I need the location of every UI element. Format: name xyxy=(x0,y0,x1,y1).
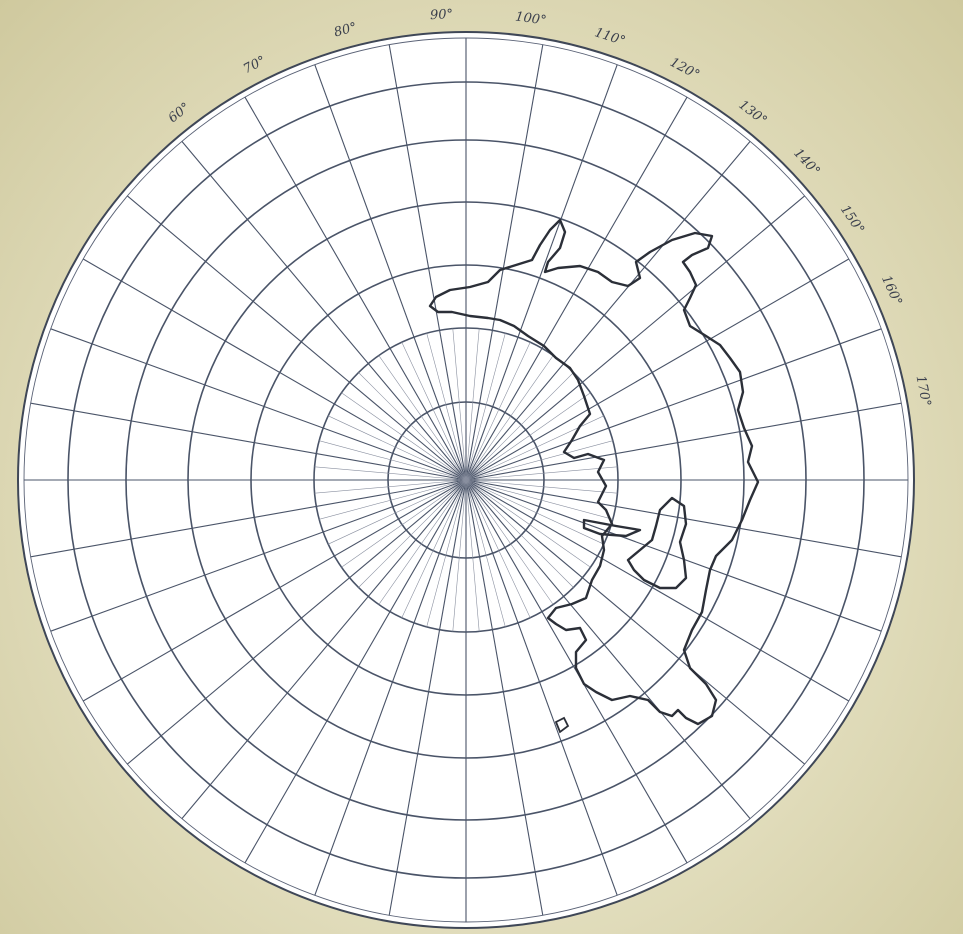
meridian-line xyxy=(181,479,467,819)
minor-meridian-line xyxy=(465,466,618,481)
main-coastline xyxy=(428,218,760,726)
meridian-line xyxy=(127,479,467,765)
meridian-line xyxy=(244,96,467,481)
minor-meridian-line xyxy=(465,479,480,632)
longitude-label: 60° xyxy=(166,100,193,126)
minor-meridian-line xyxy=(378,355,467,481)
minor-meridian-line xyxy=(465,479,554,605)
minor-meridian-line xyxy=(465,328,480,481)
meridian-line xyxy=(465,402,902,481)
meridian-line xyxy=(82,258,467,481)
small-island xyxy=(554,716,570,734)
minor-meridian-line xyxy=(465,355,554,481)
longitude-label: 120° xyxy=(667,55,702,83)
meridian-line xyxy=(465,64,618,481)
meridian-line xyxy=(30,479,467,558)
meridian-line xyxy=(50,328,467,481)
meridian-line xyxy=(465,479,805,765)
longitude-label: 80° xyxy=(332,20,358,40)
minor-meridian-line xyxy=(358,372,467,481)
longitude-label: 170° xyxy=(913,374,934,408)
longitude-label: 150° xyxy=(837,203,867,237)
meridian-line xyxy=(465,479,544,916)
longitude-label: 130° xyxy=(736,98,770,129)
longitude-label: 110° xyxy=(593,25,627,49)
minor-meridian-line xyxy=(401,342,467,481)
minor-meridian-line xyxy=(465,333,506,481)
minor-meridian-line xyxy=(328,479,467,545)
longitude-label: 100° xyxy=(514,9,547,28)
meridian-line xyxy=(465,479,751,819)
minor-meridian-line xyxy=(465,479,618,494)
longitude-label: 90° xyxy=(430,7,454,23)
longitude-label: 70° xyxy=(241,53,268,77)
minor-meridian-line xyxy=(314,479,467,494)
meridian-line xyxy=(50,479,467,632)
meridian-line xyxy=(181,141,467,481)
minor-meridian-line xyxy=(426,333,467,481)
minor-meridian-line xyxy=(465,479,613,520)
meridian-line xyxy=(314,64,467,481)
meridian-line xyxy=(244,479,467,864)
meridian-line xyxy=(465,258,850,481)
longitude-label: 140° xyxy=(790,146,822,179)
coastline xyxy=(428,218,760,734)
meridian-line xyxy=(465,44,544,481)
meridian-line xyxy=(388,479,467,916)
meridian-line xyxy=(465,479,618,896)
peninsula-coastline xyxy=(582,518,642,538)
meridian-line xyxy=(465,479,882,632)
minor-meridian-line xyxy=(465,342,531,481)
meridian-line xyxy=(127,195,467,481)
minor-meridian-line xyxy=(465,479,591,568)
minor-meridian-line xyxy=(452,479,467,632)
minor-meridian-line xyxy=(465,479,574,588)
meridian-line xyxy=(465,479,850,702)
minor-meridian-line xyxy=(328,415,467,481)
minor-meridian-line xyxy=(358,479,467,588)
meridian-line xyxy=(30,402,467,481)
minor-meridian-line xyxy=(314,466,467,481)
minor-meridian-line xyxy=(465,392,591,481)
minor-meridian-line xyxy=(341,479,467,568)
minor-meridian-line xyxy=(452,328,467,481)
meridian-line xyxy=(465,195,805,481)
meridian-line xyxy=(314,479,467,896)
minor-meridian-line xyxy=(378,479,467,605)
minor-meridian-line xyxy=(465,479,531,618)
meridian-line xyxy=(465,479,902,558)
minor-meridian-line xyxy=(426,479,467,627)
minor-meridian-line xyxy=(319,440,467,481)
graticule xyxy=(24,38,908,922)
minor-meridian-line xyxy=(465,479,604,545)
minor-meridian-line xyxy=(319,479,467,520)
minor-meridian-line xyxy=(341,392,467,481)
inland-sea-coastline xyxy=(626,496,688,590)
meridian-line xyxy=(388,44,467,481)
minor-meridian-line xyxy=(465,440,613,481)
longitude-label: 160° xyxy=(878,273,904,308)
meridian-line xyxy=(465,141,751,481)
minor-meridian-line xyxy=(465,479,506,627)
meridian-line xyxy=(465,96,688,481)
minor-meridian-line xyxy=(465,372,574,481)
meridian-line xyxy=(82,479,467,702)
minor-meridian-line xyxy=(401,479,467,618)
meridian-line xyxy=(465,328,882,481)
